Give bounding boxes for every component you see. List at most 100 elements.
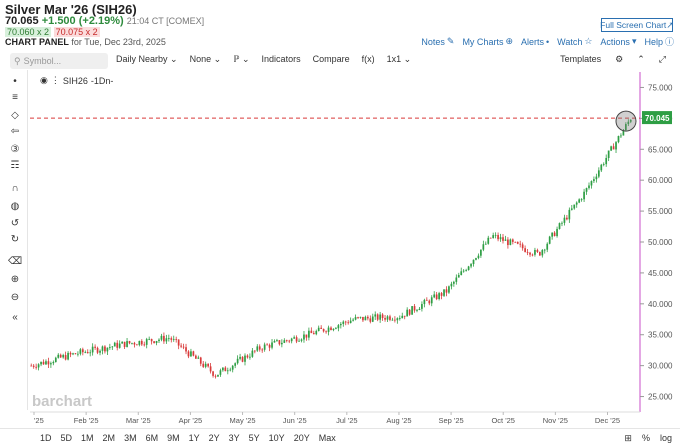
candle	[158, 339, 160, 342]
candle	[35, 366, 38, 368]
range-button-6m[interactable]: 6M	[145, 433, 159, 443]
candle	[337, 325, 340, 329]
candle	[467, 266, 470, 271]
more-icon[interactable]: ⋮	[50, 75, 60, 85]
candle	[413, 306, 416, 311]
candle	[561, 222, 563, 224]
range-button-3m[interactable]: 3M	[124, 433, 137, 443]
range-button-10y[interactable]: 10Y	[268, 433, 285, 443]
fx-button[interactable]: f(x)	[361, 54, 375, 64]
watch-button[interactable]: Watch ☆	[557, 35, 592, 48]
range-button-1m[interactable]: 1M	[81, 433, 94, 443]
templates-button[interactable]: Templates	[560, 54, 602, 64]
actions-button[interactable]: Actions ▾	[600, 35, 636, 48]
study-dropdown[interactable]: None ⌄	[190, 54, 222, 65]
range-button-1d[interactable]: 1D	[40, 433, 52, 443]
candle	[529, 252, 531, 255]
calendar-icon[interactable]: ⊞	[624, 433, 632, 443]
candle	[209, 366, 212, 372]
compare-button[interactable]: Compare	[312, 54, 350, 64]
y-tick-label: 30.000	[648, 362, 673, 371]
candle	[81, 349, 84, 353]
candle	[204, 363, 207, 367]
lock-icon[interactable]: ◍	[10, 201, 20, 212]
crosshair-icon[interactable]: •	[13, 76, 17, 87]
line-tool-icon[interactable]: ≡	[12, 92, 18, 103]
candle	[293, 337, 296, 339]
candle	[418, 308, 421, 310]
measure-tool-icon[interactable]: ☶	[10, 160, 20, 171]
timestamp: 21:04 CT [COMEX]	[126, 16, 205, 26]
notes-button[interactable]: Notes ✎	[421, 35, 454, 48]
candle	[354, 317, 357, 320]
range-button-5y[interactable]: 5Y	[248, 433, 260, 443]
magnet-icon[interactable]: ∩	[11, 183, 19, 194]
candle	[509, 239, 512, 246]
range-button-20y[interactable]: 20Y	[293, 433, 310, 443]
collapse-icon[interactable]: ⌃	[637, 54, 645, 64]
candle	[239, 356, 241, 359]
help-icon: ⓘ	[664, 37, 674, 47]
candle	[445, 289, 448, 293]
chart-panel-line: CHART PANEL for Tue, Dec 23rd, 2025	[5, 37, 166, 47]
candle	[37, 364, 40, 368]
range-button-5d[interactable]: 5D	[60, 433, 73, 443]
candle	[428, 300, 431, 304]
candle	[335, 328, 337, 330]
candle	[69, 352, 72, 355]
range-button-1y[interactable]: 1Y	[188, 433, 200, 443]
candle	[108, 347, 111, 348]
zoom-in-icon[interactable]: ⊕	[10, 274, 20, 285]
collapse-tools-icon[interactable]: «	[12, 312, 18, 323]
candle	[249, 356, 251, 358]
range-button-max[interactable]: Max	[318, 433, 336, 443]
candle	[303, 334, 305, 340]
alerts-button[interactable]: Alerts •	[521, 35, 549, 48]
candle	[538, 251, 541, 256]
candle	[526, 251, 529, 253]
range-button-3y[interactable]: 3Y	[228, 433, 240, 443]
range-button-9m[interactable]: 9M	[167, 433, 180, 443]
redo-icon[interactable]: ↻	[10, 234, 20, 245]
candle	[312, 333, 315, 335]
fib-tool-icon[interactable]: ③	[10, 144, 20, 155]
log-toggle[interactable]: log	[659, 433, 672, 443]
candle	[84, 352, 87, 353]
eye-icon[interactable]: ◉	[40, 75, 48, 85]
range-button-2y[interactable]: 2Y	[208, 433, 220, 443]
zoom-out-icon[interactable]: ⊖	[10, 292, 20, 303]
candle	[172, 339, 175, 340]
bar-type-dropdown[interactable]: ℙ ⌄	[233, 54, 249, 65]
x-tick-label: Nov '25	[543, 416, 568, 425]
my-charts-button[interactable]: My Charts ⊕	[462, 35, 513, 48]
indicators-button[interactable]: Indicators	[261, 54, 301, 64]
arrow-tool-icon[interactable]: ⇦	[10, 126, 20, 137]
symbol-input[interactable]: ⚲ Symbol...	[10, 53, 108, 69]
trash-icon[interactable]: ⌫	[8, 256, 23, 267]
layout-dropdown[interactable]: 1x1 ⌄	[387, 54, 412, 65]
period-dropdown[interactable]: Daily Nearby ⌄	[116, 54, 178, 65]
range-button-2m[interactable]: 2M	[102, 433, 116, 443]
undo-icon[interactable]: ↺	[10, 218, 20, 229]
candle	[131, 342, 133, 344]
full-screen-chart-button[interactable]: Full Screen Chart ↗	[600, 18, 674, 32]
candle	[524, 248, 526, 252]
help-button[interactable]: Help ⓘ	[644, 35, 674, 48]
candle	[268, 344, 271, 348]
bell-icon: •	[546, 36, 550, 47]
gear-icon[interactable]: ⚙	[615, 54, 624, 64]
candle	[290, 338, 293, 342]
candle	[99, 350, 101, 353]
price-chart[interactable]: 25.000 30.000 35.000 40.000 45.000 50.000 55.0…	[0, 72, 680, 428]
price-line: 70.065 +1.500 (+2.19%) 21:04 CT [COMEX]	[5, 15, 204, 27]
candle	[536, 249, 539, 252]
chart-legend: ◉ ⋮ SIH26 -1Dn-	[40, 75, 113, 86]
chevron-down-icon: ⌄	[403, 54, 412, 64]
expand-icon[interactable]: ⤢	[658, 54, 666, 64]
percent-toggle[interactable]: %	[641, 433, 650, 443]
candle	[389, 316, 391, 320]
candle	[462, 270, 465, 272]
chevron-down-icon: ⌄	[242, 54, 250, 64]
shape-tool-icon[interactable]: ◇	[11, 110, 19, 121]
help-label: Help	[644, 36, 663, 47]
